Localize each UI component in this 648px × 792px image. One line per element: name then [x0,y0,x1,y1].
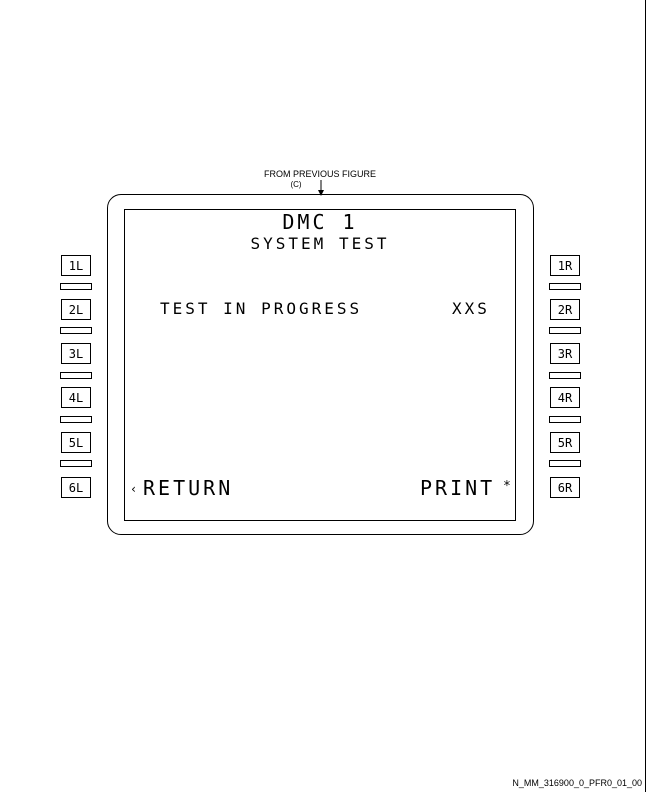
lsk-3l-button[interactable]: 3L [61,343,91,364]
reference-label: FROM PREVIOUS FIGURE [263,169,376,179]
figure-id: N_MM_316900_0_PFR0_01_00 [512,778,642,788]
lsk-3r-button[interactable]: 3R [550,343,580,364]
lsk-6r-button[interactable]: 6R [550,477,580,498]
lsk-4r-button[interactable]: 4R [550,387,580,408]
status-value: XXS [452,299,490,318]
page-title: DMC 1 [282,210,358,234]
page-subtitle: SYSTEM TEST [250,234,390,253]
reference-sublabel: (C) [290,180,302,189]
status-text: TEST IN PROGRESS [160,299,363,318]
lsk-5r-button[interactable]: 5R [550,432,580,453]
mcdu-frame [107,194,534,535]
lsk-6l-button[interactable]: 6L [61,477,91,498]
lsk-separator [60,283,92,290]
down-arrow-icon [318,180,324,196]
lsk-separator [549,283,581,290]
lsk-separator [60,327,92,334]
lsk-separator [549,327,581,334]
lsk-1r-button[interactable]: 1R [550,255,580,276]
mcdu-screen [124,209,516,521]
lsk-separator [60,416,92,423]
lsk-4l-button[interactable]: 4L [61,387,91,408]
return-arrow-icon: ‹ [130,482,138,496]
lsk-separator [549,460,581,467]
lsk-1l-button[interactable]: 1L [61,255,91,276]
lsk-separator [60,372,92,379]
print-marker: * [503,479,511,494]
page-edge-rule [645,0,646,792]
print-prompt: PRINT [420,476,496,500]
lsk-separator [60,460,92,467]
lsk-separator [549,372,581,379]
lsk-5l-button[interactable]: 5L [61,432,91,453]
return-prompt: RETURN [143,476,234,500]
lsk-separator [549,416,581,423]
lsk-2l-button[interactable]: 2L [61,299,91,320]
lsk-2r-button[interactable]: 2R [550,299,580,320]
